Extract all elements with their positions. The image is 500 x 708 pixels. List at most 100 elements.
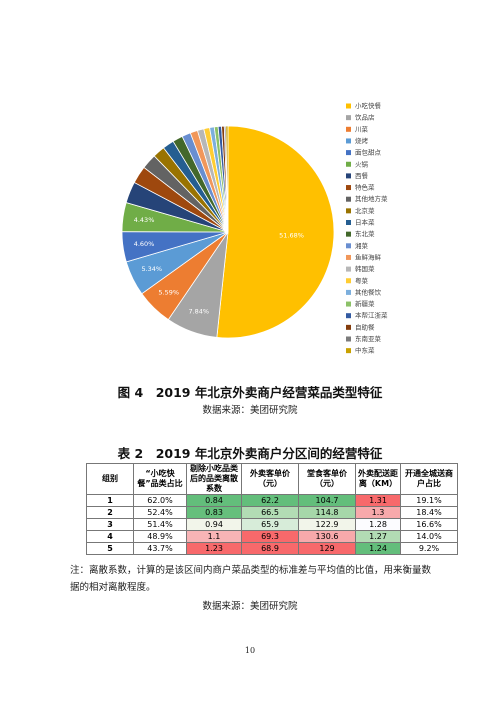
legend-label: 北京菜: [355, 206, 375, 215]
cell-text: 51.4%: [147, 520, 173, 529]
cell-text: 1.28: [369, 520, 387, 529]
table-cell: 114.8: [298, 506, 356, 519]
legend-label: 日本菜: [355, 218, 375, 227]
header-cell: “小吃快餐”品类占比: [133, 463, 187, 495]
legend-label: 粤菜: [355, 276, 369, 285]
table-caption: 表 2 2019 年北京外卖商户分区间的经营特征: [117, 446, 383, 461]
page-number: 10: [244, 646, 256, 655]
cell-text: 1.31: [369, 496, 387, 505]
figure-caption: 图 4 2019 年北京外卖商户经营菜品类型特征: [117, 385, 383, 400]
legend-label: 川菜: [355, 124, 369, 133]
cell-text: 129: [319, 544, 335, 553]
table-source: 数据来源：美团研究院: [202, 601, 298, 612]
table-cell: 129: [298, 542, 356, 555]
slice-label: 4.60%: [134, 240, 155, 248]
table-cell: 9.2%: [400, 542, 458, 555]
legend-label: 韩国菜: [355, 264, 375, 273]
table-cell: 0.84: [186, 494, 242, 507]
table-row: 3 51.4% 0.94 65.9 122.9 1.28 16.6%: [86, 518, 458, 531]
slice-label: 4.43%: [134, 216, 155, 224]
legend-label: 其他餐饮: [355, 287, 382, 296]
table-cell: 1.24: [355, 542, 401, 555]
legend-swatch: [346, 196, 351, 202]
legend-label: 饮品店: [355, 113, 375, 122]
cell-text: 43.7%: [147, 544, 173, 553]
table-cell: 0.94: [186, 518, 242, 531]
cell-text: 2: [107, 508, 113, 517]
legend-swatch: [346, 348, 351, 354]
table-cell: 19.1%: [400, 494, 458, 507]
cell-text: 114.8: [315, 508, 339, 517]
cell-text: 16.6%: [416, 520, 442, 529]
table-cell: 62.0%: [133, 494, 187, 507]
table-row: 1 62.0% 0.84 62.2 104.7 1.31 19.1%: [86, 494, 458, 507]
legend-swatch: [346, 289, 351, 295]
cell-text: 65.9: [261, 520, 279, 529]
figure-source: 数据来源：美团研究院: [202, 405, 298, 416]
table-cell: 1.23: [186, 542, 242, 555]
cell-text: 52.4%: [147, 508, 173, 517]
cell-text: 1.23: [205, 544, 223, 553]
table-cell: 1.1: [186, 530, 242, 543]
table-cell: 122.9: [298, 518, 356, 531]
legend-swatch: [346, 185, 351, 191]
cell-text: 19.1%: [416, 496, 442, 505]
table-cell: 52.4%: [133, 506, 187, 519]
cell-text: 62.2: [261, 496, 279, 505]
cell-text: 1.1: [207, 532, 221, 541]
chart: 51.68% 小吃快餐 7.84% 饮品店 5.59% 川菜 5.34% 烧烤 4.60% 面包甜…: [121, 101, 388, 355]
legend-swatch: [346, 103, 351, 109]
cell-text: 5: [107, 544, 113, 553]
cell-text: 62.0%: [147, 496, 173, 505]
cell-text: 9.2%: [418, 544, 440, 553]
cell-text: 1.24: [369, 544, 387, 553]
legend-swatch: [346, 278, 351, 284]
table-cell: 1.28: [355, 518, 401, 531]
legend-swatch: [346, 173, 351, 179]
table-cell: 0.83: [186, 506, 242, 519]
table-cell: 1.27: [355, 530, 401, 543]
cell-text: 0.83: [205, 508, 223, 517]
table-row: 4 48.9% 1.1 69.3 130.6 1.27 14.0%: [86, 530, 458, 543]
legend-label: 东南亚菜: [355, 334, 382, 343]
table-row: 2 52.4% 0.83 66.5 114.8 1.3 18.4%: [86, 506, 458, 519]
legend-swatch: [346, 161, 351, 167]
table-cell: 66.5: [241, 506, 299, 519]
header-cell: 堂食客单价（元）: [298, 463, 356, 495]
legend-label: 火锅: [355, 159, 369, 168]
legend-label: 中东菜: [355, 346, 375, 355]
legend-label: 自助餐: [355, 322, 375, 331]
cell-text: 130.6: [315, 532, 339, 541]
legend-swatch: [346, 220, 351, 225]
legend-label: 本帮江浙菜: [355, 311, 388, 320]
legend-swatch: [346, 208, 351, 214]
table-cell: 48.9%: [133, 530, 187, 543]
legend-label: 新疆菜: [355, 299, 375, 308]
table-cell: 69.3: [241, 530, 299, 543]
legend-swatch: [346, 336, 351, 342]
table-row: 5 43.7% 1.23 68.9 129 1.24 9.2%: [86, 542, 458, 555]
legend-label: 面包甜点: [355, 148, 382, 157]
legend-swatch: [346, 313, 351, 319]
legend-swatch: [346, 115, 351, 121]
slice-label: 51.68%: [279, 231, 304, 239]
legend-swatch: [346, 254, 351, 260]
cell-text: 1.27: [369, 532, 387, 541]
header-cell: 剔除小吃品类后的品类离散系数: [186, 463, 242, 495]
cell-text: 48.9%: [147, 532, 173, 541]
legend-label: 其他地方菜: [355, 194, 388, 203]
table-cell: 1: [86, 494, 134, 507]
cell-text: 68.9: [261, 544, 279, 553]
header-cell: 组别: [86, 463, 134, 495]
table-cell: 62.2: [241, 494, 299, 507]
cell-text: 14.0%: [416, 532, 442, 541]
table-cell: 1.3: [355, 506, 401, 519]
table-cell: 14.0%: [400, 530, 458, 543]
legend-label: 烧烤: [355, 136, 369, 145]
table-cell: 68.9: [241, 542, 299, 555]
legend-swatch: [346, 138, 351, 144]
legend-label: 东北菜: [355, 229, 375, 238]
table-cell: 130.6: [298, 530, 356, 543]
cell-text: 0.84: [205, 496, 223, 505]
header-cell: 外卖客单价（元）: [241, 463, 299, 495]
